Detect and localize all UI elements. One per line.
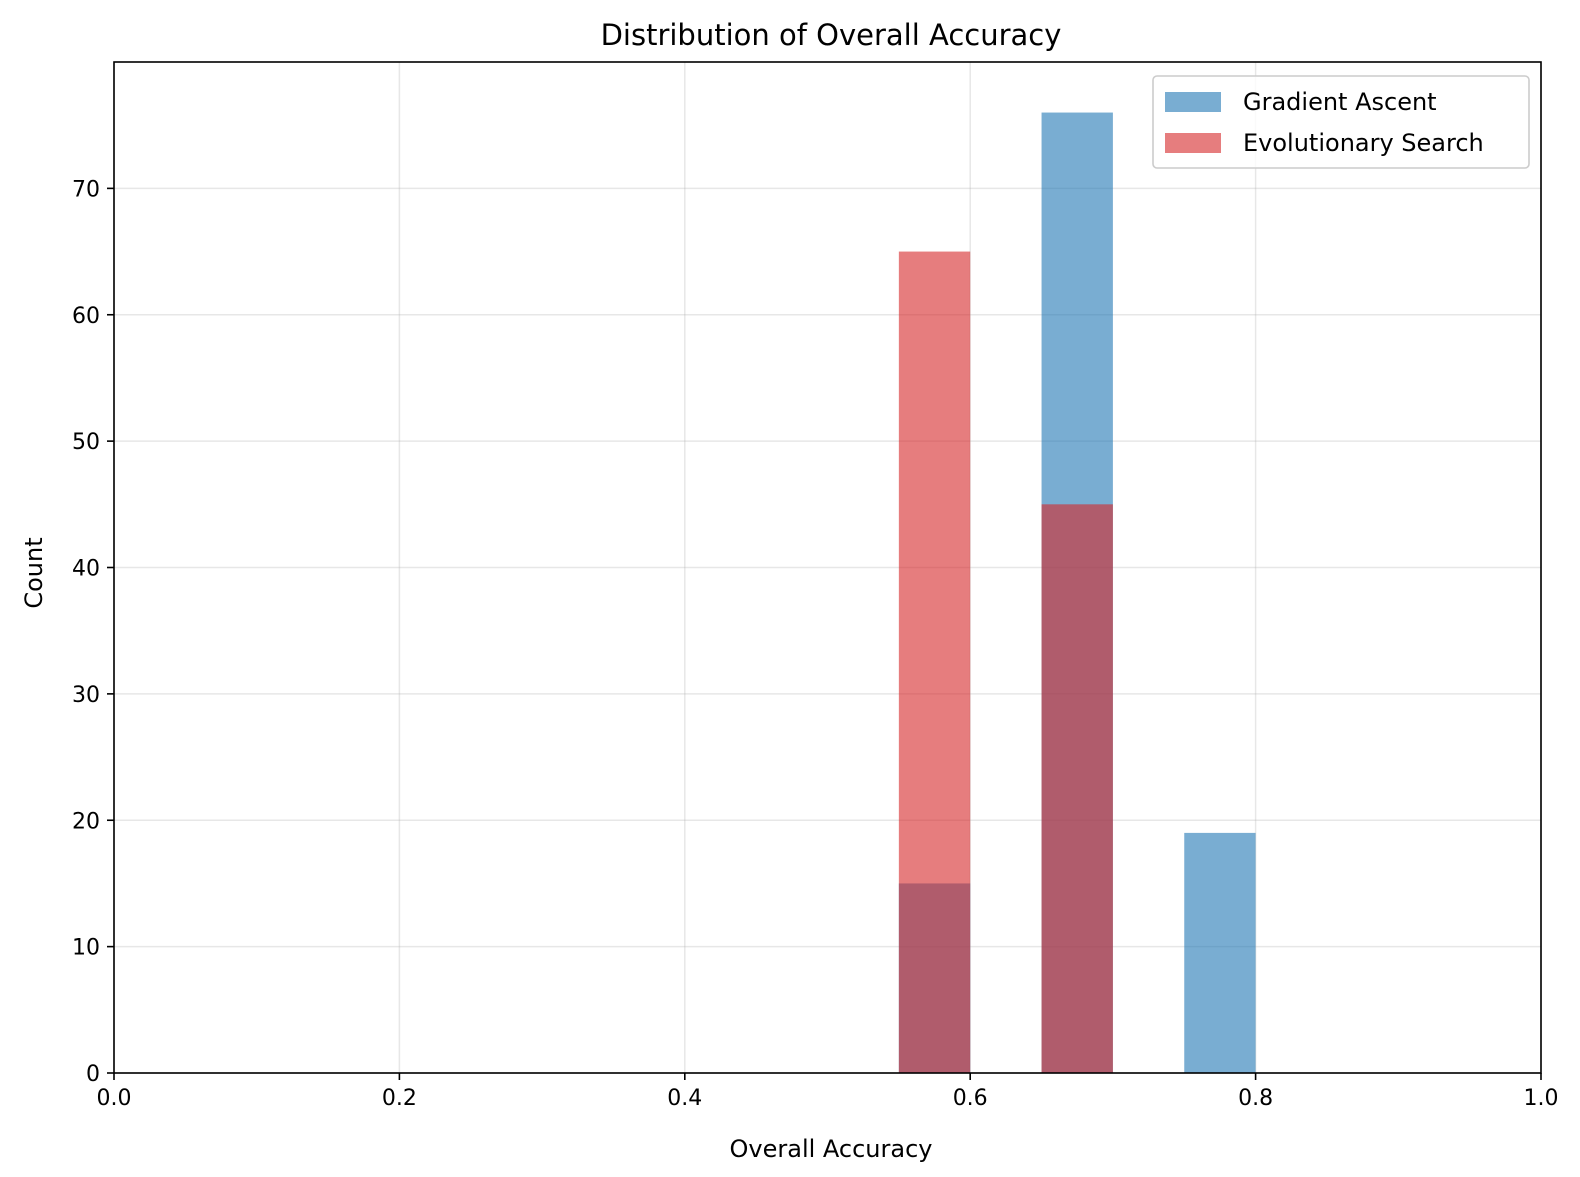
histogram-bars — [898, 112, 1256, 1074]
x-tick-label: 0.6 — [953, 1086, 988, 1111]
legend-swatch-evolutionary-search — [1165, 133, 1221, 153]
y-tick-label: 10 — [72, 936, 100, 961]
y-tick-label: 70 — [72, 177, 100, 202]
chart-title: Distribution of Overall Accuracy — [601, 18, 1062, 52]
y-tick-label: 0 — [86, 1062, 100, 1087]
y-tick-label: 30 — [72, 683, 100, 708]
y-tick-label: 20 — [72, 809, 100, 834]
legend-swatch-gradient-ascent — [1165, 92, 1221, 112]
y-axis-label: Count — [20, 537, 48, 608]
x-tick-label: 0.8 — [1238, 1086, 1273, 1111]
bar-gradient-ascent — [1184, 832, 1256, 1073]
bar-evolutionary-search — [898, 251, 971, 1073]
grid-lines — [113, 62, 1542, 1074]
bar-evolutionary-search — [1041, 504, 1113, 1073]
y-tick-label: 50 — [72, 430, 100, 455]
x-tick-label: 0.4 — [667, 1086, 702, 1111]
y-tick-label: 40 — [72, 557, 100, 582]
legend-box — [1152, 75, 1530, 169]
y-tick-label: 60 — [72, 304, 100, 329]
x-axis-label: Overall Accuracy — [730, 1135, 933, 1163]
axes: 0.0 0.2 0.4 0.6 0.8 1.0 0 10 20 30 40 50 60 70 — [72, 61, 1559, 1111]
x-tick-label: 1.0 — [1524, 1086, 1559, 1111]
legend-label-evolutionary-search: Evolutionary Search — [1243, 129, 1484, 157]
x-tick-label: 0.0 — [97, 1086, 132, 1111]
x-tick-label: 0.2 — [382, 1086, 417, 1111]
legend-label-gradient-ascent: Gradient Ascent — [1243, 88, 1437, 116]
legend: Gradient Ascent Evolutionary Search — [1152, 75, 1530, 169]
